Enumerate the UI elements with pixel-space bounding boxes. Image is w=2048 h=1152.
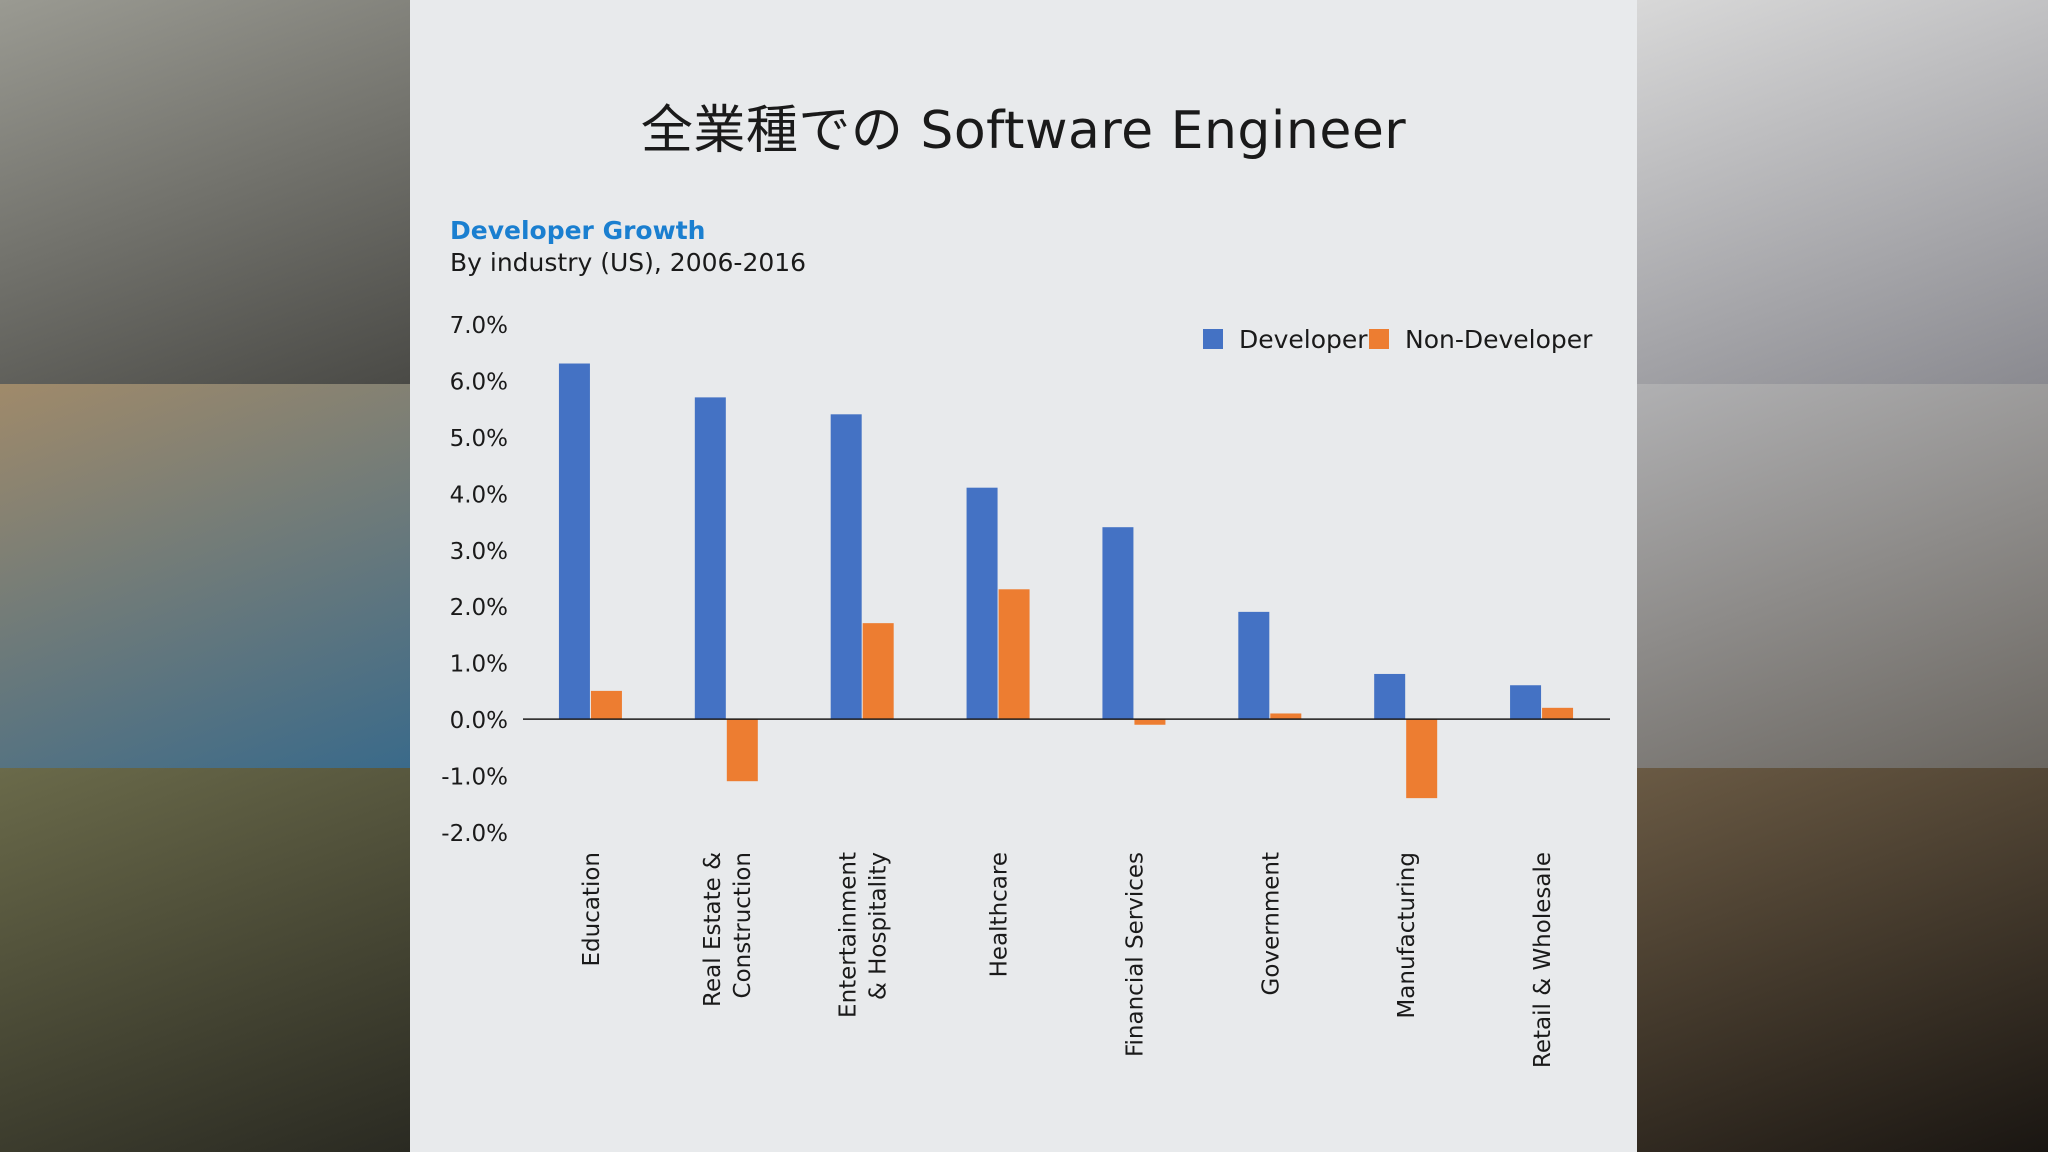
photo-lab-scientist bbox=[1637, 0, 2048, 384]
legend-swatch-0 bbox=[1203, 329, 1223, 349]
photo-utility-technician bbox=[1637, 384, 2048, 768]
x-tick-label: Financial Services bbox=[1122, 852, 1148, 1057]
photo-handheld-device bbox=[1637, 768, 2048, 1152]
bar-developer-6 bbox=[1374, 673, 1406, 720]
x-tick-label: Healthcare bbox=[987, 852, 1013, 977]
bar-non-developer-7 bbox=[1542, 707, 1574, 720]
bar-non-developer-4 bbox=[1134, 719, 1166, 725]
y-tick-label: 5.0% bbox=[450, 426, 508, 452]
x-tick-label: Manufacturing bbox=[1394, 852, 1420, 1019]
photo-food-worker bbox=[0, 0, 410, 384]
bar-non-developer-0 bbox=[590, 690, 622, 720]
x-tick-label: & Hospitality bbox=[866, 852, 892, 1000]
legend-swatch-1 bbox=[1369, 329, 1389, 349]
bar-developer-0 bbox=[558, 363, 590, 720]
x-tick-label: Education bbox=[579, 852, 605, 967]
bar-developer-7 bbox=[1510, 685, 1542, 720]
y-tick-label: 7.0% bbox=[450, 313, 508, 339]
y-tick-label: -2.0% bbox=[441, 821, 508, 847]
chart-caption: By industry (US), 2006-2016 bbox=[450, 248, 807, 277]
y-tick-label: 6.0% bbox=[450, 369, 508, 395]
x-tick-label: Entertainment bbox=[836, 852, 862, 1018]
slide-title: 全業種での Software Engineer bbox=[640, 101, 1407, 161]
right-photo-column bbox=[1637, 0, 2048, 1152]
legend-label-0: Developer bbox=[1239, 325, 1368, 354]
bar-non-developer-3 bbox=[998, 589, 1030, 720]
photo-hardhat-worker bbox=[0, 768, 410, 1152]
y-tick-label: 0.0% bbox=[450, 708, 508, 734]
y-tick-label: 4.0% bbox=[450, 482, 508, 508]
bar-non-developer-1 bbox=[726, 719, 758, 782]
bar-non-developer-2 bbox=[862, 623, 894, 720]
x-tick-label: Real Estate & bbox=[700, 852, 726, 1007]
y-tick-label: 3.0% bbox=[450, 539, 508, 565]
bar-non-developer-6 bbox=[1406, 719, 1438, 799]
bar-developer-1 bbox=[694, 397, 726, 720]
slide-content: 全業種での Software Engineer Developer Growth… bbox=[410, 0, 1637, 1152]
y-tick-label: -1.0% bbox=[441, 765, 508, 791]
x-tick-label: Retail & Wholesale bbox=[1530, 852, 1556, 1068]
x-tick-label: Construction bbox=[730, 852, 756, 998]
photo-child-tablet bbox=[0, 384, 410, 768]
x-tick-label: Government bbox=[1258, 852, 1284, 995]
bar-chart: 7.0% 6.0% 5.0% 4.0% 3.0% 2.0% 1.0% 0.0% -1.0% -2.… bbox=[441, 313, 1610, 1068]
y-tick-label: 2.0% bbox=[450, 595, 508, 621]
left-photo-column bbox=[0, 0, 410, 1152]
bar-developer-5 bbox=[1238, 611, 1270, 720]
bar-non-developer-5 bbox=[1270, 713, 1302, 720]
bar-developer-3 bbox=[966, 487, 998, 720]
chart-subtitle: Developer Growth bbox=[450, 216, 706, 245]
bar-developer-2 bbox=[830, 414, 862, 720]
y-tick-label: 1.0% bbox=[450, 652, 508, 678]
bar-developer-4 bbox=[1102, 527, 1134, 720]
legend-label-1: Non-Developer bbox=[1405, 325, 1593, 354]
